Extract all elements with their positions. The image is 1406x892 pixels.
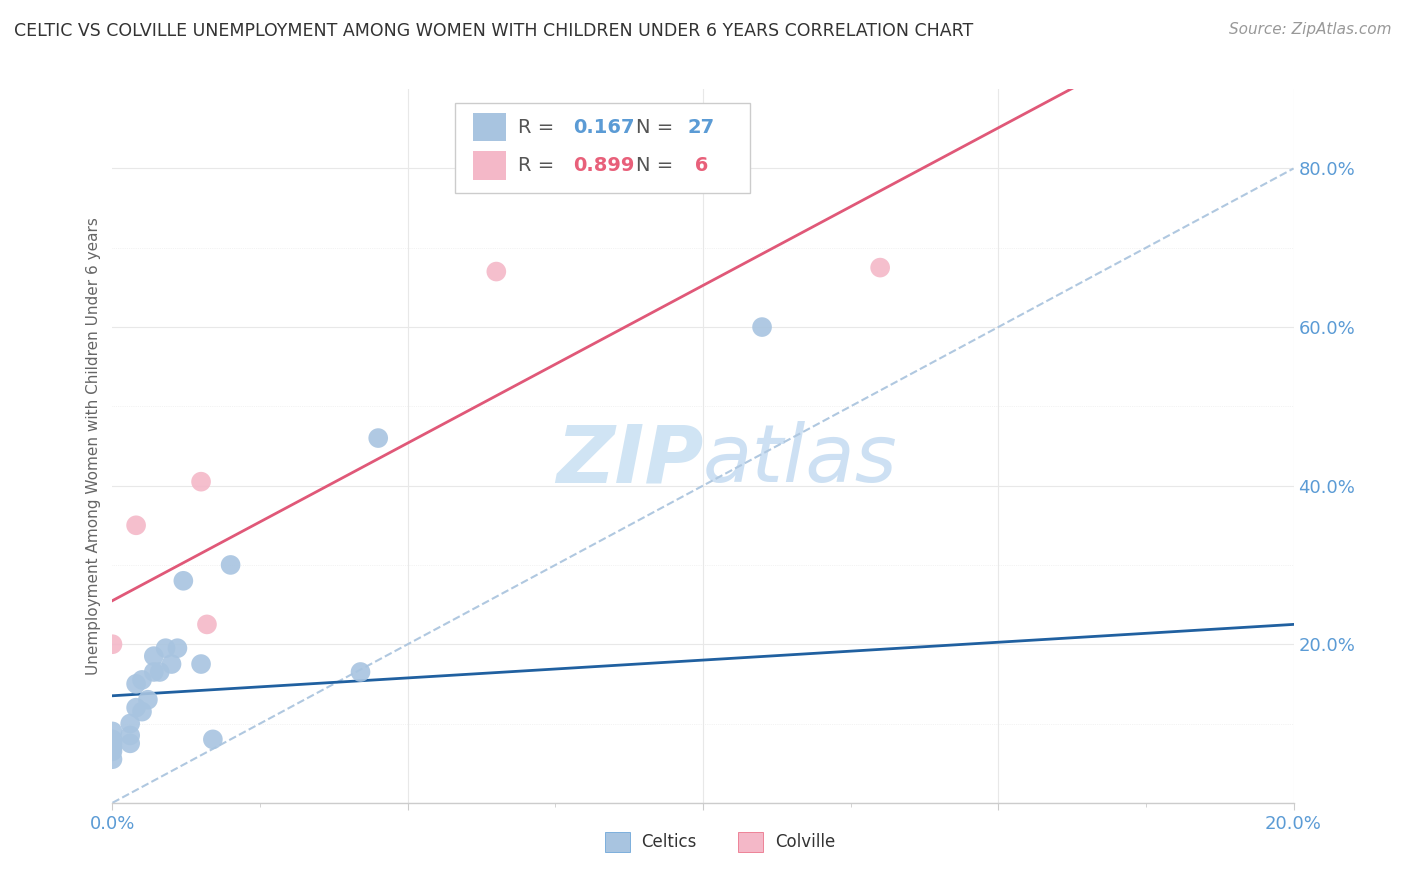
Point	[195, 617, 218, 632]
Point	[101, 732, 124, 747]
Point	[125, 518, 148, 533]
FancyBboxPatch shape	[456, 103, 751, 193]
Point	[101, 744, 124, 758]
Point	[125, 677, 148, 691]
Point	[101, 752, 124, 766]
Point	[367, 431, 389, 445]
Text: N =: N =	[636, 118, 679, 136]
Text: R =: R =	[517, 156, 560, 175]
Text: ZIP: ZIP	[555, 421, 703, 500]
Point	[201, 732, 224, 747]
Point	[349, 665, 371, 679]
Text: Colville: Colville	[775, 833, 835, 851]
Text: 0.167: 0.167	[574, 118, 634, 136]
Text: 0.899: 0.899	[574, 156, 634, 175]
Point	[155, 641, 177, 656]
Point	[131, 705, 153, 719]
Text: atlas: atlas	[703, 421, 898, 500]
FancyBboxPatch shape	[472, 112, 506, 141]
Point	[101, 724, 124, 739]
Y-axis label: Unemployment Among Women with Children Under 6 years: Unemployment Among Women with Children U…	[86, 217, 101, 675]
Point	[131, 673, 153, 687]
Text: Celtics: Celtics	[641, 833, 696, 851]
Point	[149, 665, 172, 679]
Point	[120, 728, 142, 742]
Point	[485, 264, 508, 278]
Point	[101, 736, 124, 750]
Point	[160, 657, 183, 671]
Point	[125, 700, 148, 714]
Text: R =: R =	[517, 118, 560, 136]
Point	[120, 716, 142, 731]
Text: 27: 27	[688, 118, 714, 136]
Text: CELTIC VS COLVILLE UNEMPLOYMENT AMONG WOMEN WITH CHILDREN UNDER 6 YEARS CORRELAT: CELTIC VS COLVILLE UNEMPLOYMENT AMONG WO…	[14, 22, 973, 40]
Text: Source: ZipAtlas.com: Source: ZipAtlas.com	[1229, 22, 1392, 37]
Point	[120, 736, 142, 750]
Point	[219, 558, 242, 572]
Point	[142, 649, 165, 664]
Point	[751, 320, 773, 334]
Point	[101, 740, 124, 755]
FancyBboxPatch shape	[472, 152, 506, 180]
Text: 6: 6	[688, 156, 709, 175]
Point	[166, 641, 188, 656]
Point	[101, 637, 124, 651]
Point	[172, 574, 194, 588]
Point	[869, 260, 891, 275]
Text: N =: N =	[636, 156, 679, 175]
Point	[136, 692, 159, 706]
Point	[190, 657, 212, 671]
Point	[190, 475, 212, 489]
Point	[142, 665, 165, 679]
